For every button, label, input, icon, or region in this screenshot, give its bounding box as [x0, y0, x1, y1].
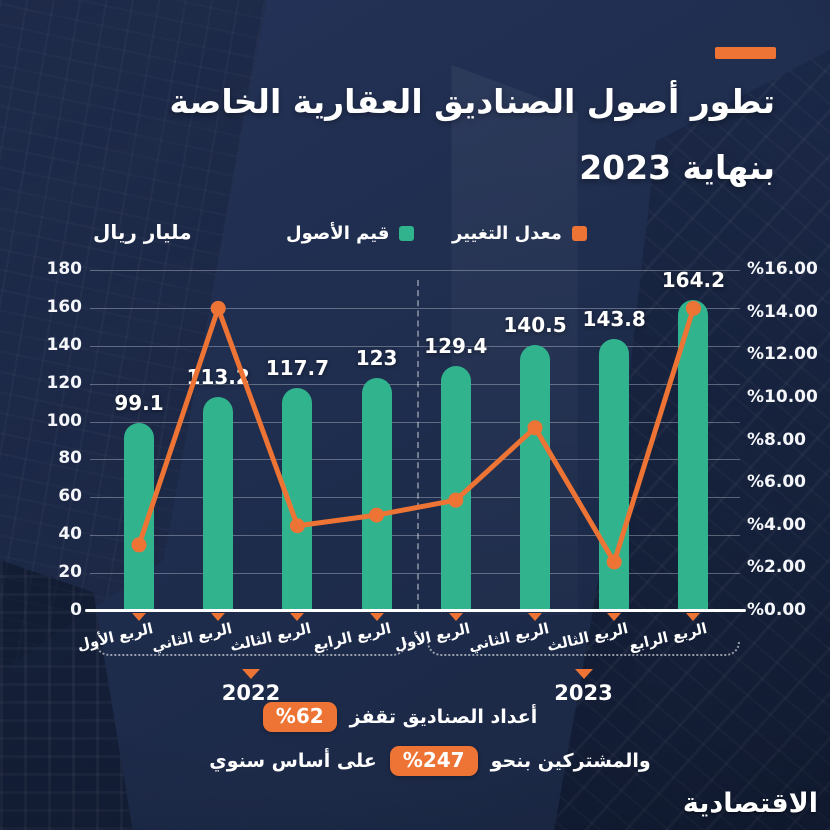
legend-swatch-orange-icon [571, 226, 587, 241]
footer-yearly-basis-text: على أساس سنوي [209, 750, 377, 772]
bar [203, 396, 234, 611]
gridline [90, 307, 740, 309]
footer-funds-badge: %62 [262, 702, 337, 732]
legend-item-change-rate: معدل التغيير [452, 223, 587, 244]
line-point-marker [210, 300, 226, 316]
gridline [90, 459, 740, 461]
gridline [90, 497, 740, 499]
change-rate-polyline [136, 305, 696, 565]
percent-axis-tick-label: %4.00 [747, 514, 806, 535]
bar [678, 299, 709, 611]
year-separator-dashed-line [417, 280, 419, 610]
bar-axis-pointer-icon [290, 613, 305, 621]
gridline [90, 535, 740, 537]
legend-label-change-rate: معدل التغيير [452, 223, 562, 244]
y-axis-tick-label: 80 [58, 448, 82, 469]
gridline [90, 573, 740, 575]
percent-axis-tick-label: %12.00 [747, 344, 818, 365]
gridline [90, 383, 740, 385]
gridline [90, 270, 740, 271]
line-point-marker [448, 492, 464, 508]
gridline [90, 345, 740, 347]
legend-label-asset-values: قيم الأصول [286, 223, 390, 244]
bar-axis-pointer-icon [528, 613, 542, 621]
line-point-marker [606, 554, 622, 570]
footer-subscribers-text: والمشتركين بنحو [490, 750, 651, 772]
percent-axis-tick-label: %8.00 [747, 429, 806, 450]
bar-value-label: 99.1 [114, 391, 164, 416]
y-axis-tick-label: 0 [70, 600, 82, 620]
percent-axis-tick-label: %0.00 [747, 600, 806, 620]
year-label: 2022 [221, 681, 281, 705]
bar [361, 377, 392, 611]
page-title-line2: بنهاية 2023 [579, 148, 775, 187]
bar-value-label: 164.2 [661, 267, 726, 292]
footer-subscribers-badge: %247 [389, 746, 478, 776]
bar-axis-pointer-icon [132, 613, 146, 621]
line-point-marker [527, 420, 543, 436]
line-point-marker [131, 537, 147, 553]
bar [520, 344, 550, 611]
publisher-logo: الاقتصادية [682, 788, 818, 819]
title-accent-dash [715, 47, 776, 59]
bar-axis-pointer-icon [607, 613, 622, 621]
x-axis-line [85, 609, 746, 612]
y-axis-tick-label: 120 [46, 372, 83, 393]
legend-swatch-teal-icon [399, 226, 415, 241]
percent-axis-tick-label: %16.00 [747, 259, 818, 279]
bar-value-label: 129.4 [424, 333, 488, 358]
bar-axis-pointer-icon [369, 613, 384, 621]
legend-item-asset-values: قيم الأصول [286, 223, 415, 244]
footer-funds-text: أعداد الصناديق تقفز [349, 706, 538, 728]
gridline [90, 421, 740, 423]
line-point-marker [369, 507, 385, 523]
y-axis-unit-label: مليار ريال [93, 220, 192, 244]
bar-value-label: 123 [355, 345, 398, 370]
percent-axis-tick-label: %14.00 [747, 301, 818, 322]
y-axis-tick-label: 140 [46, 334, 83, 355]
y-axis-tick-label: 60 [58, 486, 82, 507]
year-pointer-icon [242, 669, 260, 679]
line-point-marker [685, 300, 701, 316]
change-rate-line [131, 300, 701, 570]
line-point-marker [289, 518, 305, 534]
bar-axis-pointer-icon [211, 613, 226, 621]
y-axis-tick-label: 40 [58, 524, 82, 545]
percent-axis-tick-label: %10.00 [747, 386, 818, 407]
y-axis-tick-label: 180 [46, 259, 83, 279]
year-pointer-icon [574, 669, 593, 679]
page-title-line1: تطور أصول الصناديق العقارية الخاصة [169, 82, 775, 121]
bar-value-label: 117.7 [265, 356, 330, 381]
y-axis-tick-label: 20 [58, 562, 82, 583]
footer-stat-funds: أعداد الصناديق تقفز %62 [2, 702, 798, 732]
bar-value-label: 143.8 [582, 306, 646, 331]
percent-axis-tick-label: %6.00 [747, 472, 806, 493]
bar-axis-pointer-icon [448, 613, 463, 621]
percent-axis-tick-label: %2.00 [747, 557, 806, 578]
footer-stat-subscribers: والمشتركين بنحو %247 على أساس سنوي [32, 746, 828, 776]
y-axis-tick-label: 160 [46, 296, 83, 317]
bar-value-label: 140.5 [503, 312, 567, 337]
bar-axis-pointer-icon [686, 613, 701, 621]
year-label: 2023 [554, 681, 613, 705]
y-axis-tick-label: 100 [46, 410, 83, 431]
